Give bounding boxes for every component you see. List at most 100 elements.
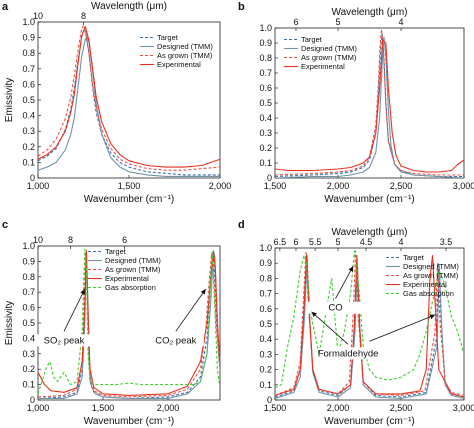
x-tick-label: 1,500 [264,403,287,413]
legend-entry: Gas absorption [105,283,156,292]
panel-label: a [2,1,9,13]
top-tick-label: 6 [122,235,127,245]
x-tick-label: 2,000 [157,403,180,413]
x-tick-label: 2,000 [327,181,350,191]
y-tick-label: 0.8 [259,53,272,63]
y-tick-label: 0.2 [259,143,272,153]
legend-entry: Designed (TMM) [157,42,213,51]
y-tick-label: 0.5 [22,95,35,105]
x-tick-label: 3,000 [453,181,474,191]
annotation-arrow [369,314,436,342]
x-tick-label: 1,500 [118,181,141,191]
y-tick-label: 0.7 [259,289,272,299]
y-tick-label: 1.0 [259,243,272,253]
y-tick-label: 0 [30,395,35,405]
series-group [38,248,220,400]
series-line-2 [275,250,464,396]
y-tick-label: 0.3 [259,128,272,138]
y-tick-label: 0 [267,395,272,405]
legend-entry: Target [157,33,179,42]
legend-entry: As grown (TMM) [403,271,459,280]
top-tick-label: 5 [335,237,340,247]
y-tick-label: 0.4 [259,113,272,123]
y-tick-label: 0.7 [22,64,35,74]
y-tick-label: 0 [267,173,272,183]
top-tick-label: 4.5 [360,237,373,247]
legend-entry: Gas absorption [403,289,454,298]
legend-entry: Designed (TMM) [301,44,357,53]
x-tick-label: 1,500 [92,403,115,413]
annotation-arrowhead [200,289,206,295]
y-axis-label: Emissivity [4,301,15,345]
y-tick-label: 0.6 [22,79,35,89]
y-tick-label: 1.0 [22,241,35,251]
y-tick-label: 0.6 [22,303,35,313]
annotation-bg [36,334,92,347]
series-group [275,28,464,178]
annotation-arrow [335,266,354,299]
y-tick-label: 0.2 [22,142,35,152]
y-tick-label: 1.0 [22,17,35,27]
annotation-bg [147,334,204,347]
annotation-label: Formaldehyde [318,348,379,359]
panel-label: c [2,219,8,231]
y-tick-label: 0 [30,173,35,183]
legend-entry: As grown (TMM) [105,265,161,274]
top-tick-label: 4 [398,237,403,247]
y-tick-label: 0.1 [22,380,35,390]
annotation-arrow [311,311,349,345]
y-tick-label: 0.9 [259,38,272,48]
y-tick-label: 0.1 [259,158,272,168]
series-line-2 [275,28,464,176]
annotation-label: CO [328,303,342,314]
series-line-4 [275,250,464,389]
legend-entry: Target [403,253,425,262]
series-group [275,250,464,400]
chart-panel-c: c 0 0.1 0.2 0.3 0.4 0.5 0.6 0.7 0.8 0.9 1.0 1,000 1,5… [2,219,221,427]
y-tick-label: 0.5 [22,318,35,328]
annotation-label: CO₂ peak [155,335,196,346]
y-tick-label: 0.3 [259,349,272,359]
y-axis-label: Emissivity [4,78,15,122]
chart-panel-d: d 0 0.1 0.2 0.3 0.4 0.5 0.6 0.7 0.8 0.9 1.0 1,500 2,0… [238,219,474,427]
annotation-arrowhead [429,314,436,320]
top-tick-label: 8 [68,235,73,245]
legend-entry: Experimental [403,280,447,289]
y-tick-label: 0.9 [22,33,35,43]
annotation-arrow [175,288,207,332]
x-axis-label: Wavenumber (cm⁻¹) [84,416,174,427]
x-tick-label: 3,000 [453,403,474,413]
series-line-4 [38,248,220,394]
y-tick-label: 0.7 [259,68,272,78]
top-tick-label: 8 [81,11,86,21]
annotation-arrowhead [348,266,354,272]
series-line-3 [38,250,220,396]
legend-entry: Designed (TMM) [403,262,459,271]
x-axis-label: Wavenumber (cm⁻¹) [324,416,414,427]
y-tick-label: 0.9 [22,256,35,266]
x-axis-label: Wavenumber (cm⁻¹) [324,194,414,205]
top-tick-label: 3.5 [440,237,453,247]
annotation-bg [320,347,377,360]
y-tick-label: 0.4 [259,334,272,344]
y-tick-label: 0.2 [259,365,272,375]
y-tick-label: 0.8 [22,272,35,282]
top-tick-label: 6 [293,17,298,27]
series-line-0 [38,29,220,176]
y-tick-label: 0.4 [22,111,35,121]
chart-panel-a: a 0 0.1 0.2 0.3 0.4 0.5 0.6 0.7 0.8 0.9 1.0 1,000 1,5… [2,1,231,205]
legend-entry: Designed (TMM) [105,256,161,265]
series-line-3 [38,26,220,168]
legend-entry: Experimental [105,274,149,283]
annotation-label: SO₂ peak [44,335,85,346]
top-axis-label: Wavelength (μm) [332,227,408,238]
y-tick-label: 0.7 [22,287,35,297]
annotation-bg [307,301,364,314]
legend-entry: Experimental [157,60,201,69]
x-tick-label: 1,000 [27,181,50,191]
legend-entry: Experimental [301,62,345,71]
x-tick-label: 1,000 [27,403,50,413]
y-tick-label: 0.8 [22,48,35,58]
x-tick-label: 1,500 [264,181,287,191]
